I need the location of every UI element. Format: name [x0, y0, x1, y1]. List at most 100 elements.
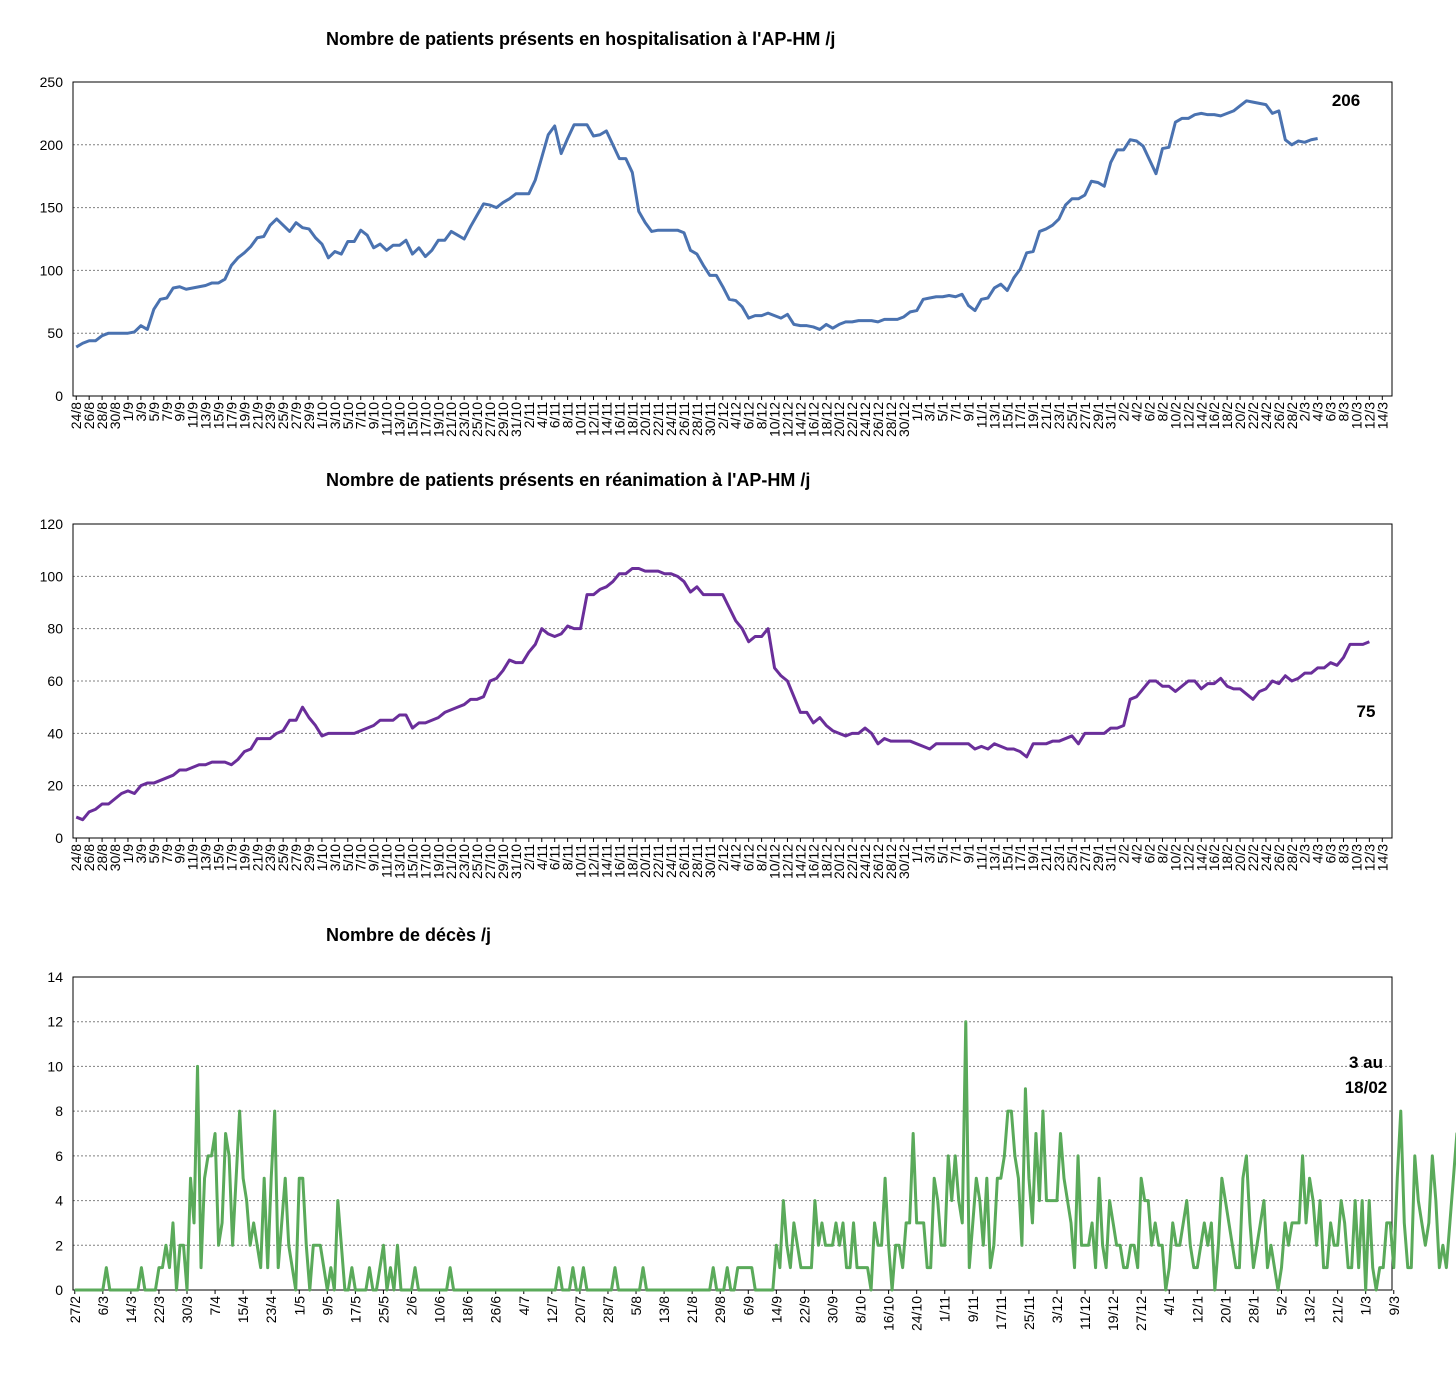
chart-title-hospitalisation: Nombre de patients présents en hospitali…	[326, 29, 836, 49]
rea-xtick-label: 15/10	[404, 844, 420, 879]
rea-xtick-label: 14/2	[1193, 844, 1209, 871]
rea-xtick-label: 18/12	[818, 844, 834, 879]
rea-xtick-label: 17/10	[417, 844, 433, 879]
deces-annotation: 3 au	[1349, 1053, 1383, 1072]
rea-xtick-label: 8/12	[754, 844, 770, 871]
deces-ytick-label: 2	[55, 1237, 63, 1253]
hosp-xtick-label: 28/2	[1284, 402, 1300, 429]
deces-xtick-label: 15/4	[235, 1296, 251, 1323]
deces-xtick-label: 7/4	[207, 1296, 223, 1316]
hosp-xtick-label: 4/3	[1310, 402, 1326, 422]
rea-xtick-label: 12/12	[779, 844, 795, 879]
rea-xtick-label: 22/11	[650, 844, 666, 878]
rea-xtick-label: 2/3	[1297, 844, 1313, 864]
deces-xtick-label: 16/10	[881, 1296, 897, 1331]
hosp-xtick-label: 13/9	[198, 402, 214, 429]
deces-xtick-label: 28/1	[1245, 1296, 1261, 1323]
hosp-xtick-label: 25/9	[275, 402, 291, 429]
rea-xtick-label: 29/10	[495, 844, 511, 879]
rea-xtick-label: 4/12	[728, 844, 744, 871]
rea-xtick-label: 23/10	[456, 844, 472, 879]
rea-xtick-label: 5/10	[340, 844, 356, 871]
rea-xtick-label: 29/9	[301, 844, 317, 871]
rea-xtick-label: 21/10	[443, 844, 459, 879]
deces-ytick-label: 8	[55, 1103, 63, 1119]
hosp-xtick-label: 23/9	[262, 402, 278, 429]
hosp-xtick-label: 17/9	[223, 402, 239, 429]
rea-xtick-label: 24/2	[1258, 844, 1274, 871]
hosp-xtick-label: 14/11	[598, 402, 614, 436]
hosp-ytick-label: 50	[47, 325, 63, 341]
rea-ytick-label: 120	[40, 516, 64, 532]
hosp-xtick-label: 12/3	[1361, 402, 1377, 429]
hosp-xtick-label: 28/12	[883, 402, 899, 437]
hosp-xtick-label: 26/2	[1271, 402, 1287, 429]
hosp-xtick-label: 30/11	[702, 402, 718, 436]
hosp-xtick-label: 10/12	[767, 402, 783, 437]
rea-xtick-label: 16/2	[1206, 844, 1222, 871]
hosp-xtick-label: 10/11	[573, 402, 589, 436]
hosp-xtick-label: 6/3	[1323, 402, 1339, 422]
hosp-xtick-label: 10/2	[1167, 402, 1183, 429]
rea-xtick-label: 7/10	[353, 844, 369, 871]
hosp-xtick-label: 17/10	[417, 402, 433, 437]
rea-xtick-label: 14/3	[1374, 844, 1390, 871]
deces-xtick-label: 13/8	[656, 1296, 672, 1323]
hosp-annotation: 206	[1332, 91, 1360, 110]
rea-xtick-label: 11/9	[185, 844, 201, 870]
hosp-xtick-label: 2/3	[1297, 402, 1313, 422]
hosp-xtick-label: 25/10	[469, 402, 485, 437]
hosp-xtick-label: 14/12	[792, 402, 808, 437]
hosp-xtick-label: 6/2	[1142, 402, 1158, 422]
deces-xtick-label: 1/11	[937, 1296, 953, 1322]
hosp-xtick-label: 20/2	[1232, 402, 1248, 429]
deces-xtick-label: 17/11	[993, 1296, 1009, 1330]
hosp-xtick-label: 15/1	[999, 402, 1015, 429]
hosp-xtick-label: 2/2	[1116, 402, 1132, 422]
hosp-xtick-label: 21/9	[249, 402, 265, 429]
rea-xtick-label: 18/11	[624, 844, 640, 878]
hosp-xtick-label: 14/2	[1193, 402, 1209, 429]
hosp-xtick-label: 26/11	[676, 402, 692, 436]
hosp-xtick-label: 27/1	[1077, 402, 1093, 429]
hosp-xtick-label: 21/10	[443, 402, 459, 437]
rea-xtick-label: 31/1	[1103, 844, 1119, 871]
hosp-xtick-label: 5/10	[340, 402, 356, 429]
hosp-xtick-label: 11/10	[379, 402, 395, 436]
deces-xtick-label: 6/3	[95, 1296, 111, 1316]
rea-xtick-label: 10/3	[1348, 844, 1364, 871]
rea-xtick-label: 26/2	[1271, 844, 1287, 871]
rea-xtick-label: 26/8	[81, 844, 97, 871]
hosp-xtick-label: 19/9	[236, 402, 252, 429]
rea-xtick-label: 27/9	[288, 844, 304, 871]
rea-series-line	[75, 566, 1370, 822]
hosp-xtick-label: 26/8	[81, 402, 97, 429]
rea-xtick-label: 14/11	[598, 844, 614, 878]
rea-xtick-label: 16/12	[805, 844, 821, 879]
hosp-xtick-label: 16/12	[805, 402, 821, 437]
hosp-xtick-label: 11/9	[185, 402, 201, 428]
hosp-xtick-label: 5/9	[146, 402, 162, 422]
hosp-plot-frame	[72, 81, 1393, 397]
deces-xtick-label: 22/9	[796, 1296, 812, 1323]
rea-xtick-label: 17/1	[1012, 844, 1028, 871]
hosp-xtick-label: 22/2	[1245, 402, 1261, 429]
rea-xtick-label: 15/9	[210, 844, 226, 871]
rea-xtick-label: 9/10	[366, 844, 382, 871]
deces-xtick-label: 26/6	[488, 1296, 504, 1323]
rea-xtick-label: 24/11	[663, 844, 679, 878]
rea-plot-frame	[72, 523, 1393, 839]
rea-xtick-label: 20/12	[831, 844, 847, 879]
deces-ytick-label: 0	[55, 1282, 63, 1298]
hosp-xtick-label: 12/2	[1180, 402, 1196, 429]
deces-xtick-label: 13/2	[1302, 1296, 1318, 1323]
deces-xtick-label: 30/9	[824, 1296, 840, 1323]
rea-xtick-label: 6/3	[1323, 844, 1339, 864]
rea-xtick-label: 3/9	[133, 844, 149, 864]
hosp-xtick-label: 7/9	[159, 402, 175, 422]
rea-xtick-label: 13/10	[392, 844, 408, 879]
rea-xtick-label: 28/11	[689, 844, 705, 878]
rea-ytick-label: 20	[47, 778, 63, 794]
rea-ytick-label: 0	[55, 830, 63, 846]
